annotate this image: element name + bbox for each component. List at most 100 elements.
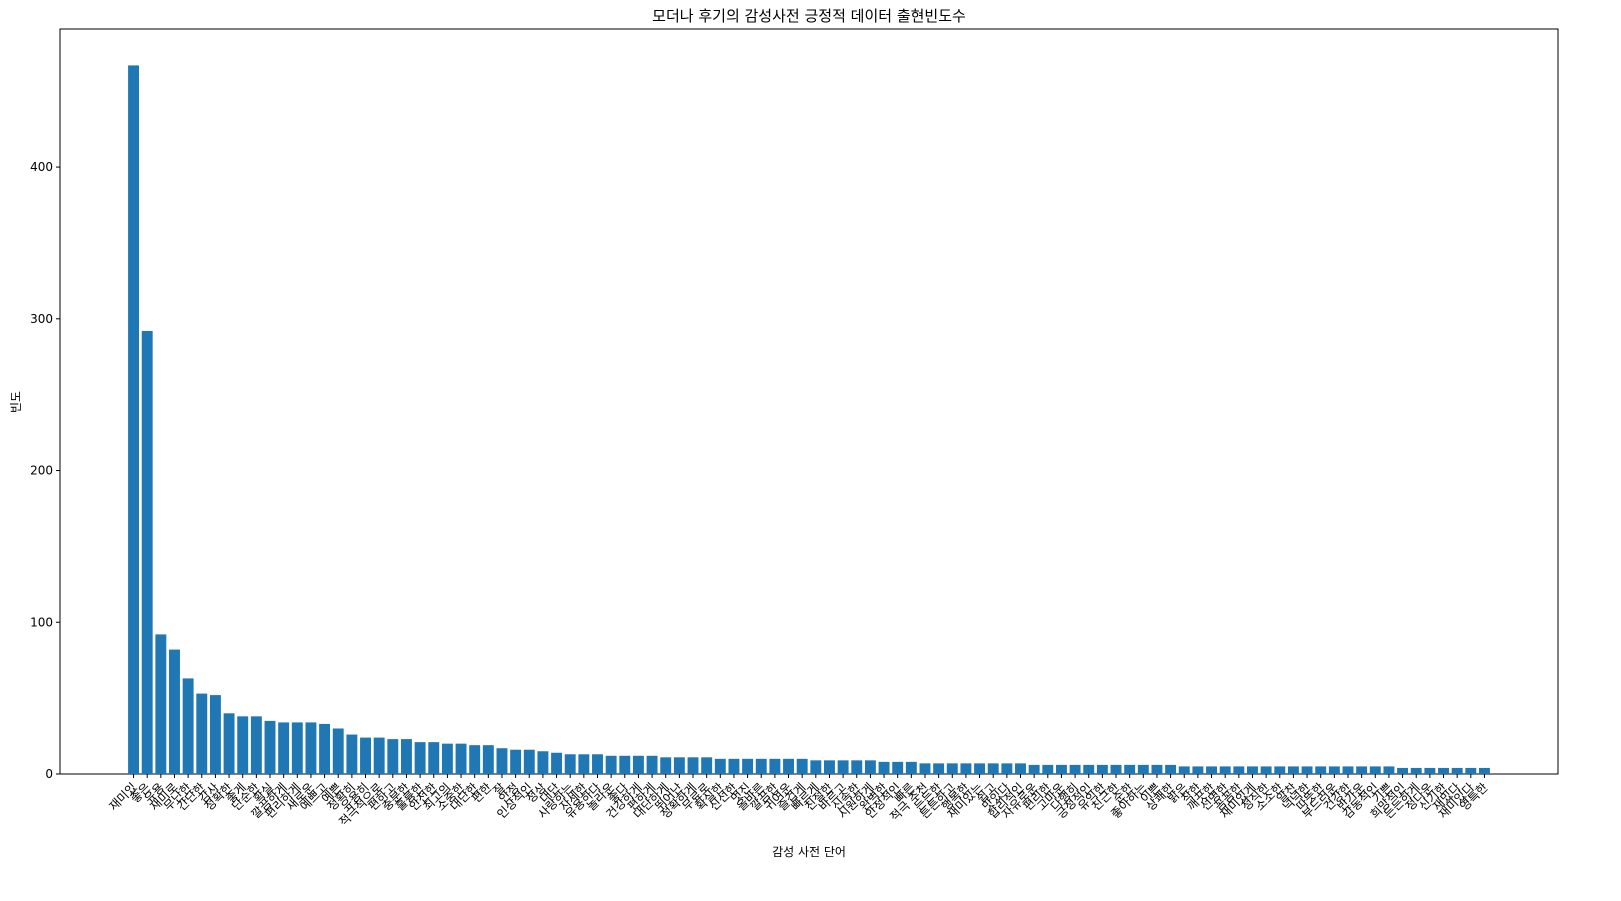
bar <box>1315 766 1327 774</box>
bar <box>319 723 331 774</box>
bar <box>360 737 371 774</box>
bar <box>1383 766 1395 774</box>
bar <box>783 758 794 774</box>
bar <box>796 758 808 774</box>
bar <box>1001 763 1013 774</box>
bar <box>1178 766 1190 774</box>
bar <box>1028 764 1040 774</box>
bar <box>441 743 453 774</box>
bar <box>646 755 658 774</box>
bar <box>305 722 317 774</box>
bar <box>1233 766 1245 774</box>
bar <box>837 760 849 774</box>
bar <box>1369 766 1381 774</box>
bar <box>701 757 713 774</box>
bar <box>1247 766 1258 774</box>
bar <box>482 745 494 774</box>
bar <box>510 749 522 774</box>
bar <box>155 634 167 774</box>
bar <box>714 758 726 774</box>
bar <box>864 760 876 774</box>
bar <box>1274 766 1286 774</box>
bar <box>660 757 672 774</box>
bar <box>1055 764 1067 774</box>
bar <box>728 758 740 774</box>
bar <box>128 65 140 775</box>
bar <box>974 763 986 774</box>
bar <box>578 754 590 774</box>
bar <box>469 745 481 774</box>
bar <box>237 716 249 774</box>
bar <box>250 716 262 774</box>
bar <box>1137 764 1149 774</box>
bar <box>414 742 426 774</box>
plot-frame <box>59 28 1559 775</box>
bar <box>592 754 603 774</box>
bar <box>346 734 358 774</box>
bar <box>824 760 835 774</box>
bar <box>264 720 276 774</box>
bar <box>291 722 303 774</box>
bar <box>619 755 631 774</box>
bar <box>537 751 549 774</box>
bar <box>1083 764 1095 774</box>
bar <box>919 763 931 774</box>
bar <box>1015 763 1026 774</box>
bar <box>960 763 972 774</box>
bar <box>1206 766 1217 774</box>
bar <box>687 757 699 774</box>
bar <box>332 728 344 774</box>
bar <box>1124 764 1136 774</box>
y-tick-label: 300 <box>30 312 53 326</box>
bar <box>387 739 399 774</box>
bar <box>1165 764 1177 774</box>
y-tick-label: 100 <box>30 615 53 629</box>
bar <box>905 761 917 774</box>
bar <box>1192 766 1204 774</box>
bar <box>278 722 290 774</box>
bar <box>1356 766 1368 774</box>
y-tick-label: 400 <box>30 160 53 174</box>
bar <box>632 755 644 774</box>
bar <box>1287 766 1299 774</box>
bar <box>496 748 508 774</box>
bar <box>1219 766 1231 774</box>
bar <box>1151 764 1163 774</box>
bar <box>878 761 890 774</box>
bar <box>933 763 945 774</box>
bar <box>769 758 781 774</box>
bar <box>1069 764 1081 774</box>
bar <box>373 737 385 774</box>
y-tick-label: 200 <box>30 464 53 478</box>
bar <box>1110 764 1122 774</box>
bar <box>223 713 235 774</box>
bar <box>1342 766 1354 774</box>
bar <box>755 758 767 774</box>
y-axis-label: 빈도 <box>9 391 23 413</box>
bar <box>428 742 440 774</box>
bar <box>141 330 153 774</box>
bar <box>1438 767 1449 774</box>
bar <box>1397 767 1409 774</box>
bar <box>401 739 412 774</box>
bar <box>182 678 194 774</box>
bar <box>851 760 863 774</box>
bar <box>1096 764 1108 774</box>
y-tick-label: 0 <box>45 767 53 781</box>
bar <box>810 760 822 774</box>
bar <box>1465 767 1477 774</box>
chart-title: 모더나 후기의 감성사전 긍정적 데이터 출현빈도수 <box>652 7 966 25</box>
bar <box>1451 767 1463 774</box>
bar <box>1301 766 1313 774</box>
bar <box>1410 767 1422 774</box>
bar <box>946 763 958 774</box>
bar <box>892 761 904 774</box>
bar <box>1260 766 1272 774</box>
bar <box>196 693 208 774</box>
bar <box>551 752 563 774</box>
bar <box>605 755 617 774</box>
bar <box>1328 766 1340 774</box>
bar <box>742 758 754 774</box>
x-axis-label: 감성 사전 단어 <box>772 845 846 859</box>
